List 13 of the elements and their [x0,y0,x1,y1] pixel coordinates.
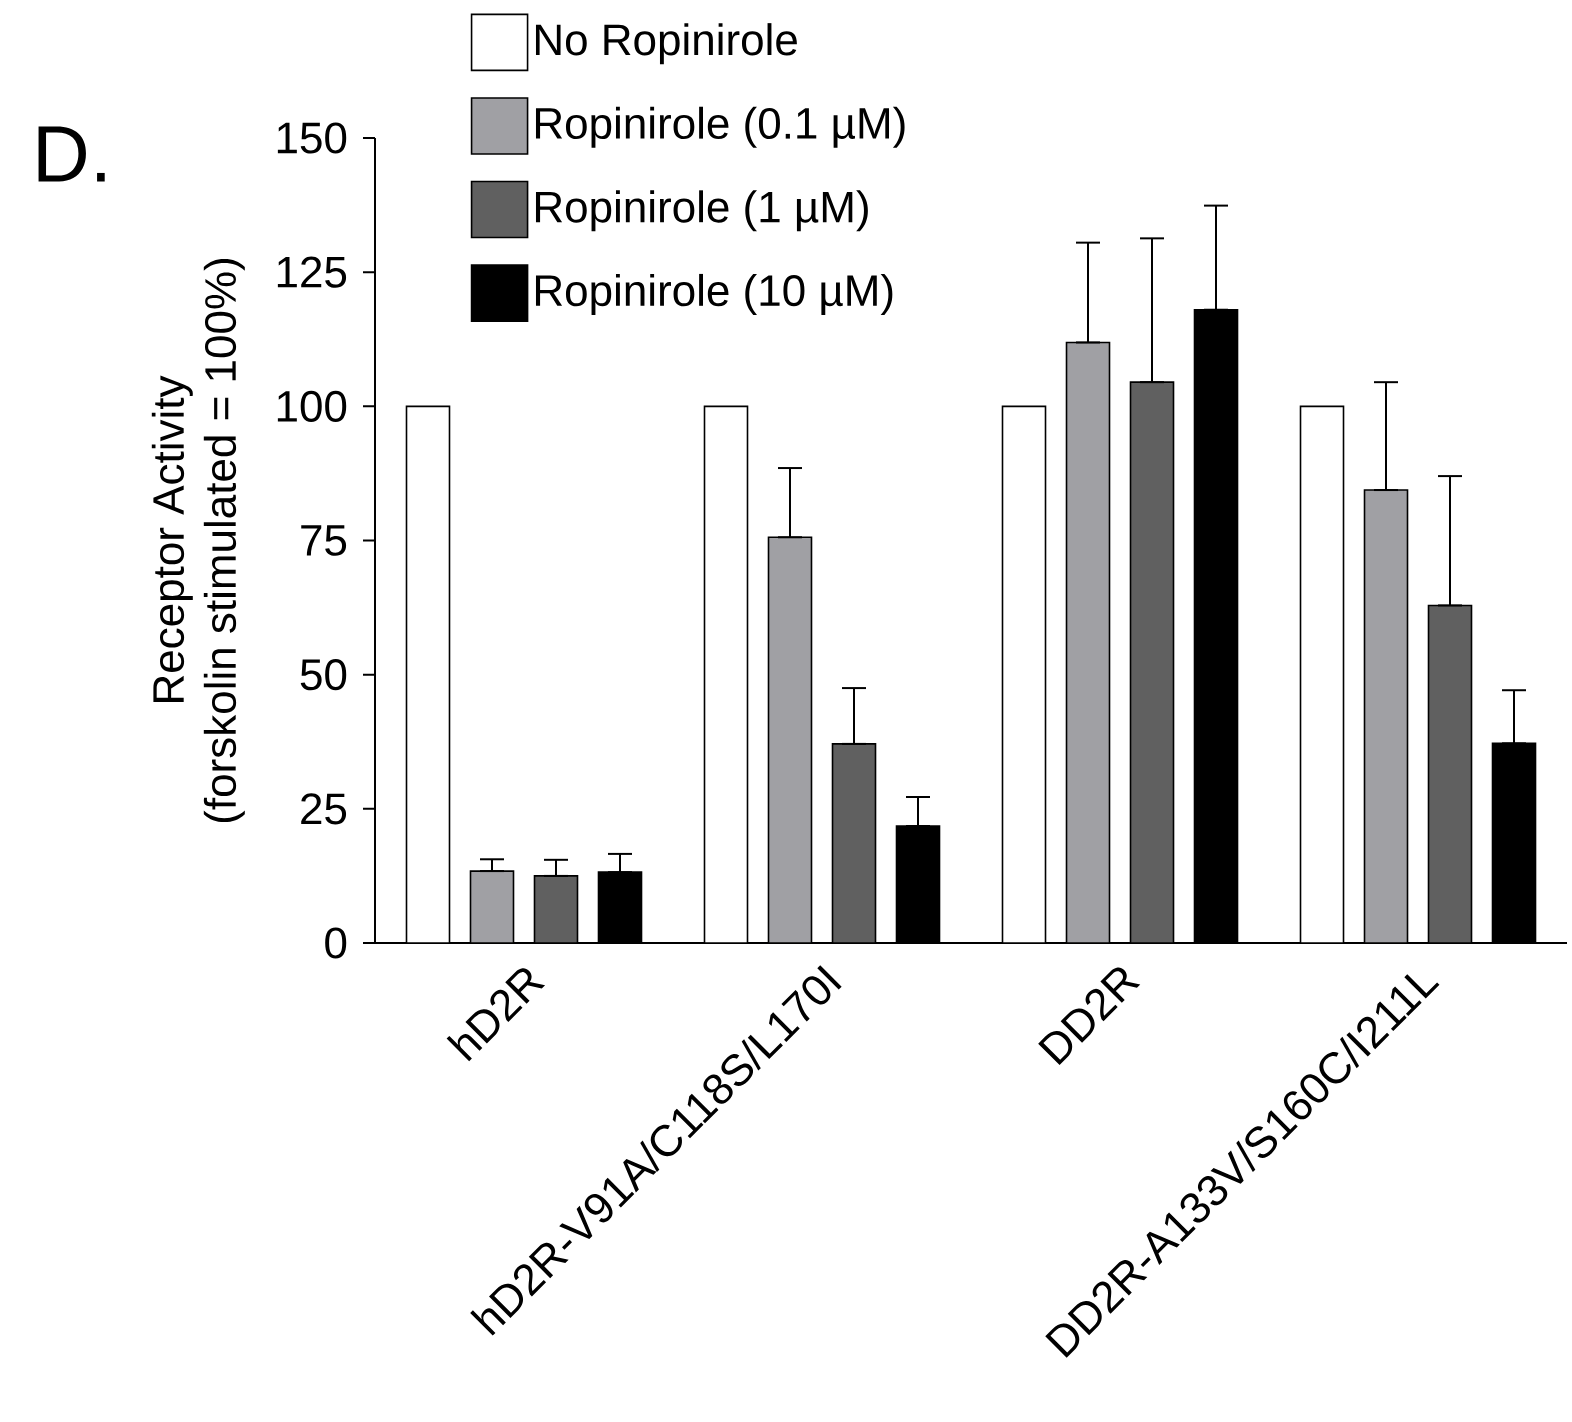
text: D. [38,126,105,182]
y-axis-title: Receptor Activity (forskolin stimulated = 100%) [151,259,245,823]
y-tick-label: 75 [301,525,347,556]
legend-label: Ropinirole (1 µM) [535,190,868,232]
y-tick-label: 150 [277,122,347,154]
y-tick-label: 50 [300,659,347,691]
y-tick-label: 125 [277,256,347,288]
y-tick-label: 25 [301,793,347,825]
y-tick-label: 100 [277,390,347,422]
legend-label: No Ropinirole [535,23,797,65]
y-tick-label: 0 [325,927,347,959]
legend-label: Ropinirole (0.1 µM) [535,106,905,148]
legend-label: Ropinirole (10 µM) [535,273,893,315]
